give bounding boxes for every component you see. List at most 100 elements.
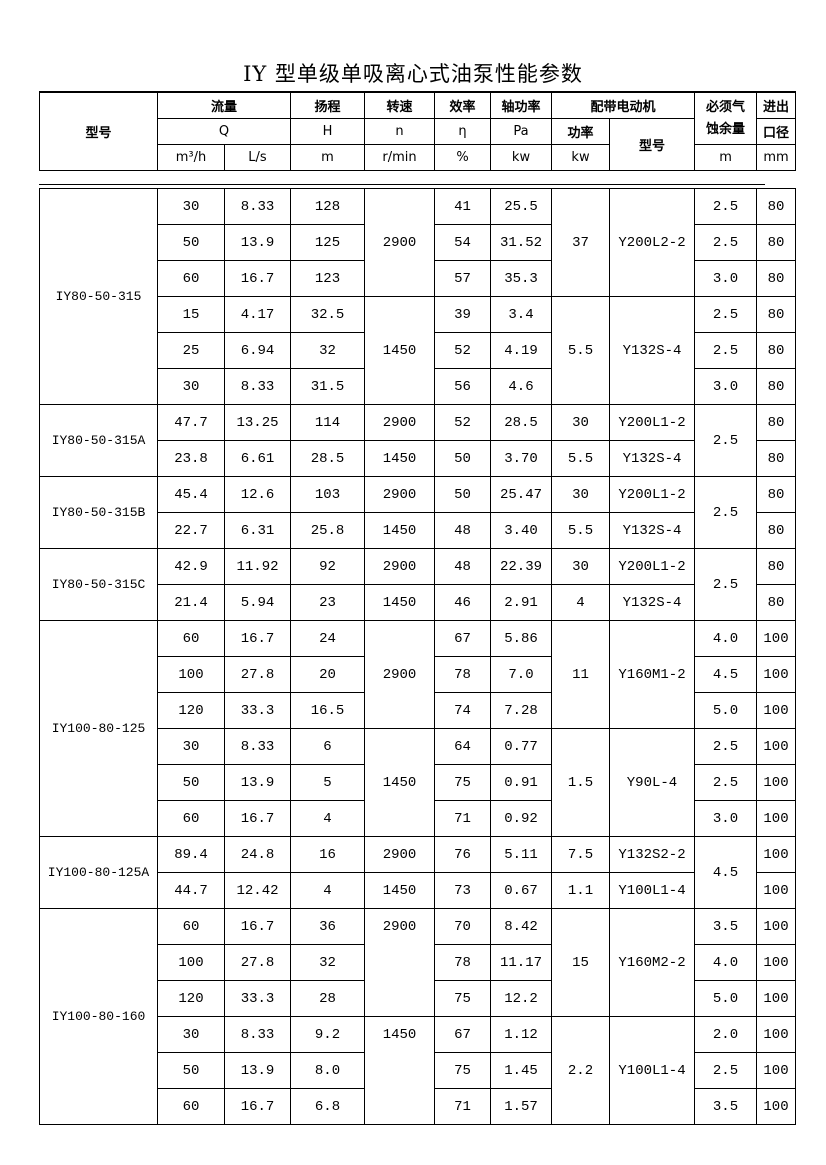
- cell-flow-ls: 16.7: [224, 1088, 291, 1125]
- table-row: 44.7 12.42 4 1450 73 0.67 1.1 Y100L1-4 100: [40, 872, 796, 909]
- cell-motor-model: Y160M2-2: [609, 908, 695, 1017]
- cell-shaft-power: 28.5: [490, 404, 552, 441]
- cell-speed: 1450: [364, 512, 435, 549]
- table-header: 型号 流量 扬程 转速 效率 轴功率 配带电动机 必须气 蚀余量 进出 Q H n…: [39, 91, 797, 171]
- cell-head: 23: [290, 584, 365, 621]
- table-row: 23.8 6.61 28.5 1450 50 3.70 5.5 Y132S-4 80: [40, 440, 796, 477]
- table-row: 60 16.7 6.8 71 1.57 3.5 100: [40, 1088, 796, 1125]
- cell-motor-model: Y200L1-2: [609, 548, 695, 585]
- header-power: 轴功率: [490, 91, 553, 119]
- cell-efficiency: 46: [434, 584, 491, 621]
- header-power-unit: kw: [490, 144, 553, 171]
- cell-flow-ls: 33.3: [224, 980, 291, 1017]
- cell-npsh: 3.0: [694, 800, 757, 837]
- cell-shaft-power: 0.67: [490, 872, 552, 909]
- cell-motor-model: Y100L1-4: [609, 872, 695, 909]
- cell-bore: 80: [756, 188, 796, 225]
- cell-efficiency: 50: [434, 476, 491, 513]
- cell-bore: 100: [756, 656, 796, 693]
- cell-head: 32: [290, 332, 365, 369]
- cell-bore: 80: [756, 584, 796, 621]
- cell-efficiency: 54: [434, 224, 491, 261]
- cell-bore: 80: [756, 476, 796, 513]
- cell-shaft-power: 3.4: [490, 296, 552, 333]
- cell-motor-model: Y132S-4: [609, 584, 695, 621]
- cell-flow-m3h: 100: [157, 656, 225, 693]
- cell-flow-ls: 16.7: [224, 260, 291, 297]
- cell-npsh: 3.5: [694, 1088, 757, 1125]
- cell-shaft-power: 1.57: [490, 1088, 552, 1125]
- cell-flow-ls: 8.33: [224, 188, 291, 225]
- header-flow-unit-m3h: m³/h: [157, 144, 225, 171]
- cell-npsh: 5.0: [694, 980, 757, 1017]
- cell-efficiency: 57: [434, 260, 491, 297]
- cell-head: 92: [290, 548, 365, 585]
- data-table: IY80-50-315 30 8.33 128 2900 41 25.5 37 Y200L2-2…: [39, 188, 796, 1125]
- cell-motor-power: 30: [551, 548, 610, 585]
- cell-head: 28: [290, 980, 365, 1017]
- cell-bore: 100: [756, 764, 796, 801]
- cell-flow-m3h: 23.8: [157, 440, 225, 477]
- cell-npsh: 2.5: [694, 728, 757, 765]
- table-row: 21.4 5.94 23 1450 46 2.91 4 Y132S-4 80: [40, 584, 796, 621]
- cell-bore: 80: [756, 440, 796, 477]
- header-eff: 效率: [434, 91, 492, 119]
- header-bore-unit: mm: [756, 144, 797, 171]
- cell-motor-model: Y132S2-2: [609, 836, 695, 873]
- cell-speed: 1450: [364, 1016, 435, 1053]
- cell-efficiency: 75: [434, 980, 491, 1017]
- table-row: 100 27.8 20 78 7.0 4.5 100: [40, 656, 796, 693]
- table-row: 50 13.9 125 54 31.52 2.5 80: [40, 224, 796, 261]
- cell-speed: 2900: [364, 620, 435, 729]
- header-head: 扬程: [290, 91, 366, 119]
- cell-flow-ls: 12.42: [224, 872, 291, 909]
- cell-shaft-power: 8.42: [490, 908, 552, 945]
- cell-flow-m3h: 25: [157, 332, 225, 369]
- cell-speed: [364, 944, 435, 981]
- header-head-sym: H: [290, 118, 366, 145]
- cell-bore: 80: [756, 368, 796, 405]
- cell-motor-model: Y132S-4: [609, 440, 695, 477]
- cell-efficiency: 52: [434, 332, 491, 369]
- cell-shaft-power: 4.19: [490, 332, 552, 369]
- cell-flow-m3h: 30: [157, 188, 225, 225]
- cell-motor-model: Y132S-4: [609, 296, 695, 405]
- cell-flow-m3h: 30: [157, 728, 225, 765]
- cell-bore: 80: [756, 260, 796, 297]
- cell-flow-m3h: 120: [157, 980, 225, 1017]
- header-flow-unit-ls: L/s: [223, 144, 292, 171]
- cell-bore: 100: [756, 728, 796, 765]
- cell-shaft-power: 1.12: [490, 1016, 552, 1053]
- cell-efficiency: 41: [434, 188, 491, 225]
- cell-npsh: 2.5: [694, 404, 757, 477]
- cell-shaft-power: 1.45: [490, 1052, 552, 1089]
- cell-flow-m3h: 60: [157, 620, 225, 657]
- cell-speed: 1450: [364, 728, 435, 837]
- cell-npsh: 2.5: [694, 224, 757, 261]
- cell-efficiency: 76: [434, 836, 491, 873]
- cell-head: 4: [290, 872, 365, 909]
- cell-shaft-power: 5.11: [490, 836, 552, 873]
- cell-head: 125: [290, 224, 365, 261]
- cell-model: IY80-50-315A: [39, 404, 158, 477]
- table-row: IY100-80-160 60 16.7 36 2900 70 8.42 15 Y160M2-2…: [39, 908, 796, 1125]
- cell-shaft-power: 2.91: [490, 584, 552, 621]
- cell-npsh: 2.5: [694, 548, 757, 621]
- cell-shaft-power: 31.52: [490, 224, 552, 261]
- cell-motor-power: 4: [551, 584, 610, 621]
- cell-flow-ls: 6.31: [224, 512, 291, 549]
- cell-shaft-power: 25.5: [490, 188, 552, 225]
- cell-shaft-power: 11.17: [490, 944, 552, 981]
- header-npsh: 必须气 蚀余量: [694, 91, 758, 145]
- cell-motor-power: 37: [551, 188, 610, 297]
- cell-head: 114: [290, 404, 365, 441]
- cell-flow-m3h: 50: [157, 764, 225, 801]
- cell-npsh: 4.0: [694, 620, 757, 657]
- table-row: IY80-50-315 30 8.33 128 2900 41 25.5 37 Y200L2-2…: [39, 188, 796, 405]
- cell-shaft-power: 7.28: [490, 692, 552, 729]
- cell-flow-ls: 8.33: [224, 728, 291, 765]
- cell-flow-ls: 13.9: [224, 224, 291, 261]
- cell-speed: 2900: [364, 836, 435, 873]
- table-row: 50 13.9 8.0 75 1.45 2.5 100: [40, 1052, 796, 1089]
- cell-shaft-power: 25.47: [490, 476, 552, 513]
